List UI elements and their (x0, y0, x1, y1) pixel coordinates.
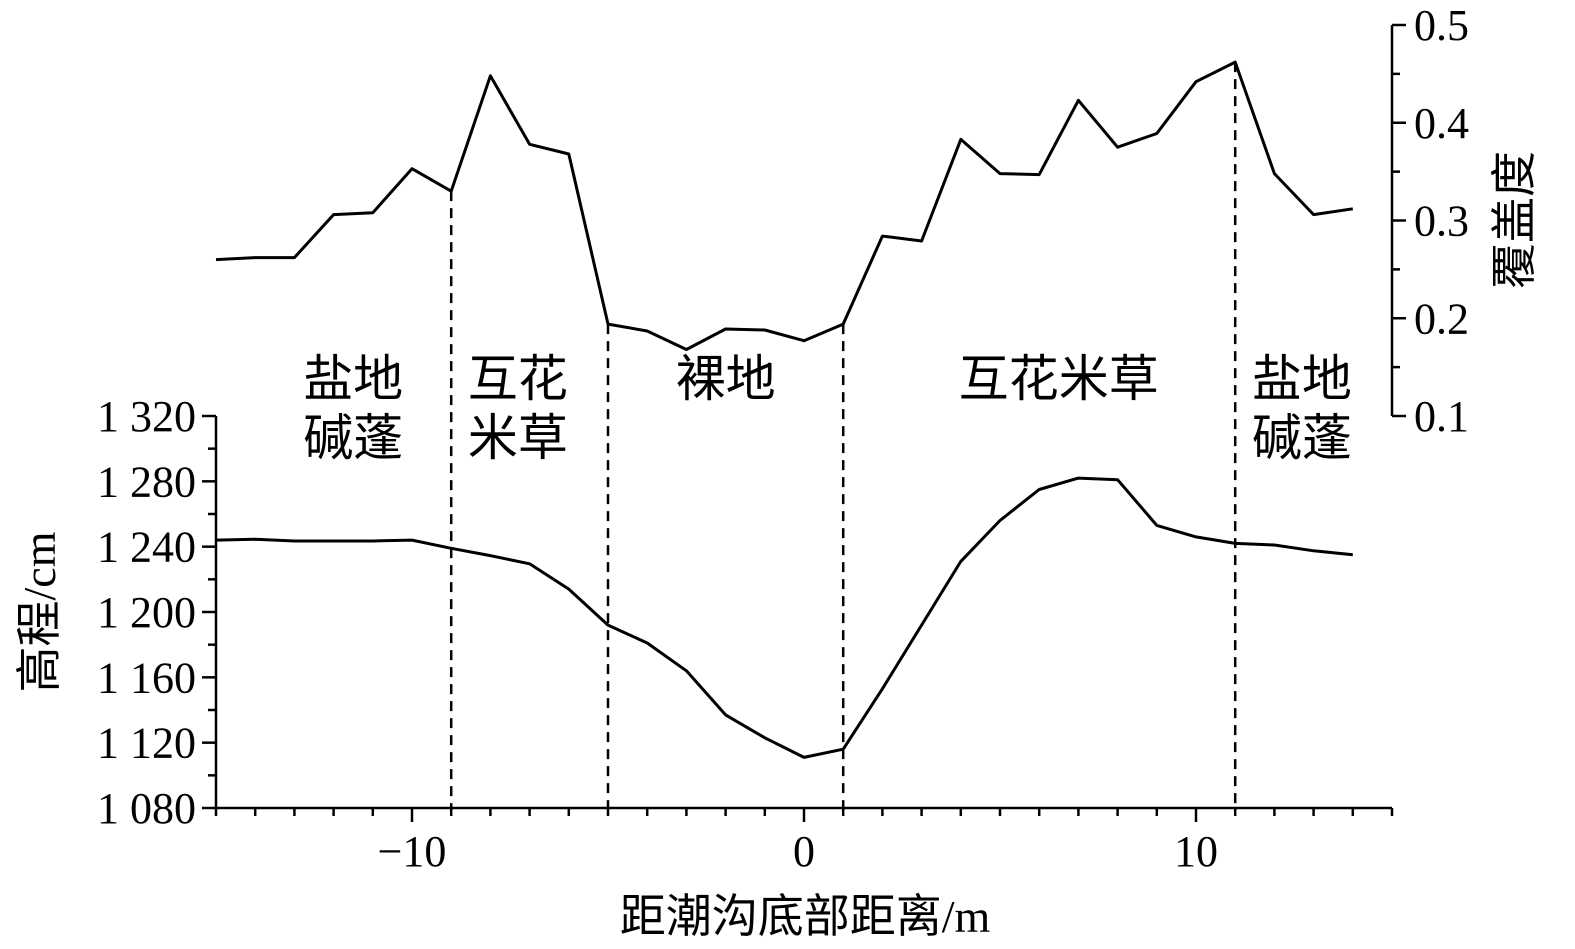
x-tick-label: 0 (793, 827, 815, 876)
zone-label: 互花 (468, 351, 568, 407)
zone-label: 盐地 (1252, 351, 1352, 407)
left-tick-label: 1 120 (97, 719, 196, 768)
right-tick-label: 0.3 (1414, 197, 1469, 246)
coverage-line (215, 60, 1354, 351)
left-tick-label: 1 200 (97, 588, 196, 637)
zone-label: 互花米草 (959, 351, 1159, 407)
left-tick-label: 1 240 (97, 523, 196, 572)
elevation-line (215, 476, 1353, 759)
right-tick-label: 0.2 (1414, 294, 1469, 343)
x-axis-title: 距潮沟底部距离/m (620, 891, 991, 942)
right-axis-title: 覆盖度 (1489, 151, 1540, 289)
zone-label: 盐地 (303, 351, 403, 407)
right-tick-label: 0.5 (1414, 1, 1469, 50)
zone-label: 米草 (468, 410, 568, 466)
left-tick-label: 1 160 (97, 653, 196, 702)
zone-label: 碱蓬 (1252, 410, 1352, 466)
x-tick-label: −10 (378, 827, 447, 876)
zone-label: 裸地 (676, 351, 776, 407)
right-tick-label: 0.1 (1414, 392, 1469, 441)
left-tick-label: 1 320 (97, 392, 196, 441)
left-axis-title: 高程/cm (14, 531, 65, 692)
plot-area: −10 0 10 距潮沟底部距离/m 1 080 1 120 1 160 1 200 1 240… (14, 1, 1540, 942)
left-tick-label: 1 080 (97, 784, 196, 833)
left-tick-label: 1 280 (97, 457, 196, 506)
x-tick-label: 10 (1174, 827, 1218, 876)
zone-label: 碱蓬 (303, 410, 403, 466)
right-tick-label: 0.4 (1414, 99, 1469, 148)
